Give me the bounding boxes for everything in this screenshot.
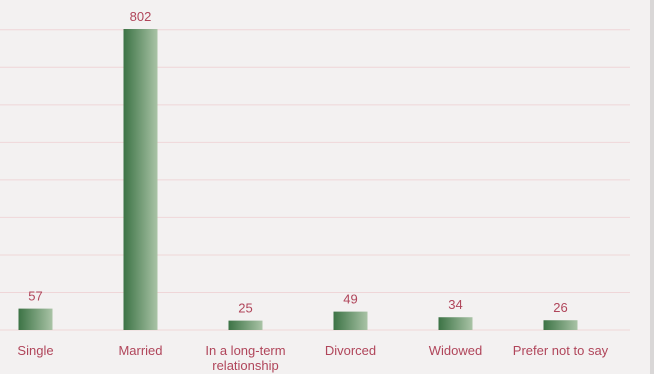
category-label: Widowed [429, 343, 482, 358]
bar [18, 308, 53, 330]
gridlines [0, 29, 630, 331]
category-label: Prefer not to say [513, 343, 609, 358]
category-label: In a long-term relationship [205, 343, 285, 373]
category-label: Married [118, 343, 162, 358]
bars-group [18, 29, 578, 330]
scroll-edge [650, 0, 654, 374]
bar [438, 317, 473, 330]
bar [333, 311, 368, 330]
category-label: Single [17, 343, 53, 358]
bar [228, 320, 263, 330]
data-labels-group: 57 802 25 49 34 26 [28, 9, 567, 316]
bar [123, 29, 158, 330]
data-label: 49 [343, 292, 357, 307]
bar [543, 320, 578, 330]
data-label: 802 [130, 9, 152, 24]
data-label: 25 [238, 301, 252, 316]
category-label: Divorced [325, 343, 376, 358]
data-label: 57 [28, 289, 42, 304]
data-label: 34 [448, 297, 462, 312]
data-label: 26 [553, 300, 567, 315]
category-labels-group: Single Married In a long-term relationship D… [17, 343, 608, 373]
